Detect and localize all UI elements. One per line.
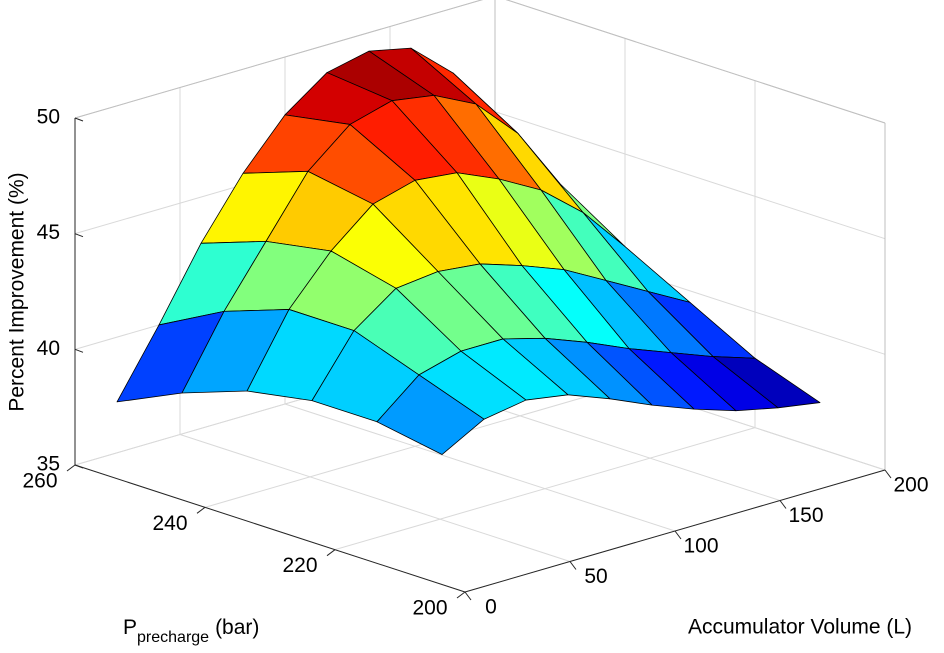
x-tick-label: 200	[893, 474, 928, 497]
z-tick	[74, 117, 84, 122]
grid-line	[204, 384, 626, 508]
x-tick-label: 0	[485, 596, 497, 619]
z-axis-label: Percent Improvement (%)	[6, 172, 29, 411]
y-tick-label: 260	[22, 470, 57, 493]
y-label-sub: precharge	[137, 629, 209, 646]
y-label-unit: (bar)	[215, 616, 259, 639]
z-tick-label: 35	[37, 453, 60, 476]
box-edge	[505, 0, 886, 124]
y-tick	[196, 506, 206, 514]
x-tick	[569, 561, 577, 570]
y-axis-label: Pprecharge (bar)	[123, 616, 259, 647]
grid-line	[334, 427, 756, 551]
x-tick	[464, 591, 472, 601]
z-tick-label: 45	[37, 221, 60, 244]
x-axis-label: Accumulator Volume (L)	[688, 616, 912, 639]
y-tick	[66, 464, 76, 472]
z-tick	[74, 233, 84, 238]
grid-line	[505, 0, 886, 124]
surface	[116, 47, 821, 455]
z-tick-label: 50	[37, 106, 60, 129]
grid-line	[284, 403, 676, 532]
z-tick-label: 40	[37, 337, 60, 360]
grid-line	[179, 434, 571, 562]
axis-line	[74, 464, 466, 593]
x-tick	[779, 500, 787, 509]
y-label-main: P	[123, 616, 137, 639]
x-tick	[674, 530, 682, 540]
surface-face	[376, 374, 485, 455]
x-tick-label: 100	[683, 535, 718, 558]
y-tick	[456, 591, 466, 599]
x-tick-label: 150	[788, 504, 823, 527]
z-tick	[74, 464, 84, 469]
y-tick-label: 240	[152, 512, 187, 535]
box-edge	[74, 0, 484, 119]
y-tick-label: 220	[282, 554, 317, 577]
x-tick	[884, 469, 892, 479]
grid-line	[494, 111, 886, 240]
y-tick	[326, 549, 336, 557]
y-tick-label: 200	[412, 597, 447, 620]
z-tick	[74, 348, 84, 353]
labels: Percent Improvement (%) Accumulator Volu…	[6, 106, 929, 647]
x-tick-label: 50	[584, 565, 607, 588]
